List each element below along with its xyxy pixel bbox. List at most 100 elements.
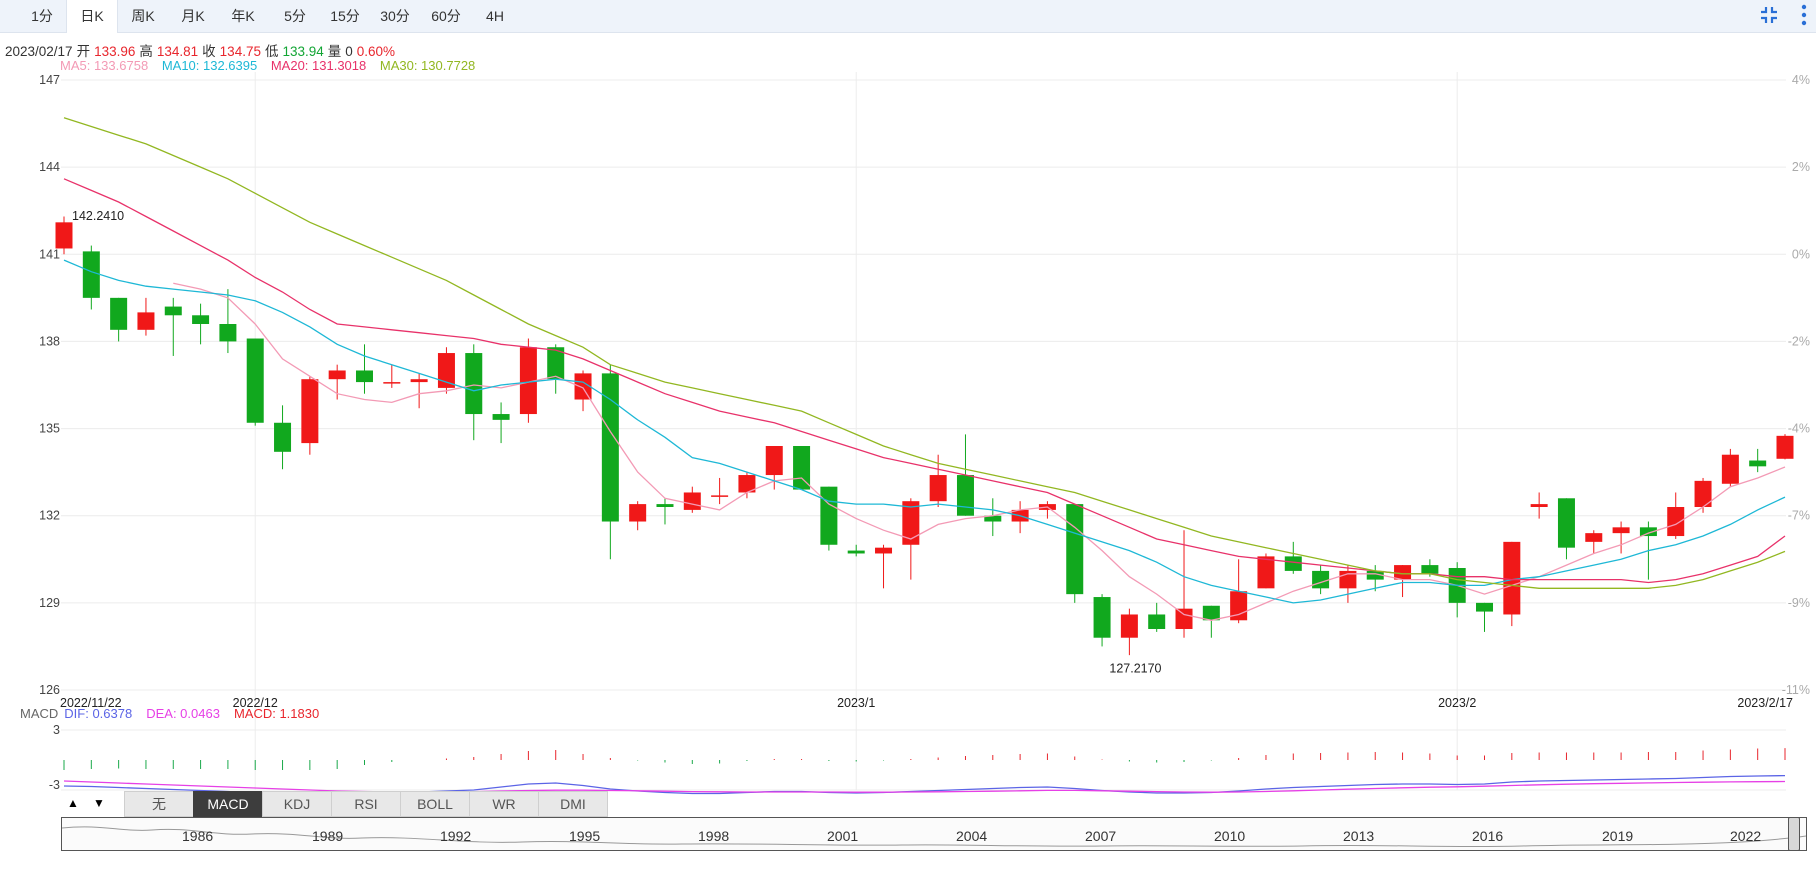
candle-body: [355, 370, 373, 383]
candle-body: [629, 504, 647, 522]
candle-body: [1093, 597, 1111, 638]
indicator-tab-kdj[interactable]: KDJ: [262, 791, 332, 817]
y-tick-label: 132: [39, 509, 60, 523]
tab-weekly-k[interactable]: 周K: [131, 8, 155, 24]
macd-y-tick: 3: [53, 723, 60, 737]
navigator-sparkline: [62, 826, 1806, 848]
nav-year-1998: 1998: [698, 828, 730, 844]
candle-body: [219, 324, 237, 342]
y-tick-label: 138: [39, 334, 60, 348]
indicator-tab-none[interactable]: 无: [124, 791, 194, 817]
candle-body: [1503, 541, 1521, 615]
pct-tick-label: -2%: [1788, 334, 1810, 348]
candle-body: [164, 306, 182, 316]
macd-legend: MACD DIF: 0.6378 DEA: 0.0463 MACD: 1.1830: [20, 706, 333, 721]
tab-monthly-k[interactable]: 月K: [181, 8, 205, 24]
indicator-tab-rsi[interactable]: RSI: [331, 791, 401, 817]
pct-tick-label: -11%: [1782, 683, 1810, 697]
ohlc-info-line: 2023/02/17 开 133.96 高 134.81 收 134.75 低 133.94 量 0…: [5, 40, 399, 60]
y-tick-label: 144: [39, 160, 60, 174]
pct-tick-label: 2%: [1792, 160, 1810, 174]
candle-body: [1476, 602, 1494, 612]
x-tick-label: 2022/12: [233, 696, 278, 710]
dea-legend: DEA: 0.0463: [146, 706, 220, 721]
candle-body: [1749, 460, 1767, 467]
tab-4h[interactable]: 4H: [486, 8, 504, 24]
candle-body: [1312, 570, 1330, 589]
candle-body: [1612, 527, 1630, 534]
x-tick-label: 2023/2: [1438, 696, 1476, 710]
ma5-line: [173, 282, 1786, 621]
tab-1min[interactable]: 1分: [31, 8, 53, 24]
tab-daily-k[interactable]: 日K: [66, 0, 118, 33]
tab-yearly-k[interactable]: 年K: [231, 8, 255, 24]
nav-year-2007: 2007: [1085, 828, 1117, 844]
y-tick-label: 129: [39, 596, 60, 610]
nav-year-2010: 2010: [1214, 828, 1246, 844]
candle-body: [437, 353, 455, 388]
shrink-icon[interactable]: [1758, 4, 1780, 26]
x-tick-label: 2023/2/17: [1737, 696, 1793, 710]
pct-tick-label: 4%: [1792, 73, 1810, 87]
nav-year-1995: 1995: [569, 828, 601, 844]
indicator-tab-macd[interactable]: MACD: [193, 791, 263, 817]
candle-body: [55, 222, 73, 249]
candle-body: [1585, 533, 1603, 542]
y-tick-label: 147: [39, 73, 60, 87]
ma10-line: [63, 259, 1786, 604]
pct-tick-label: -7%: [1788, 509, 1810, 523]
candle-body: [1557, 498, 1575, 548]
candle-body: [301, 379, 319, 444]
info-low-label: 低: [264, 44, 279, 59]
ma-legend: MA5: 133.6758 MA10: 132.6395 MA20: 131.3…: [60, 58, 485, 73]
navigator-handle[interactable]: [1788, 817, 1800, 851]
x-tick-label: 2023/1: [837, 696, 875, 710]
candle-body: [137, 312, 155, 330]
arrow-up-icon[interactable]: ▲: [67, 796, 79, 810]
candle-body: [683, 492, 701, 510]
nav-year-1986: 1986: [182, 828, 214, 844]
candle-body: [929, 475, 947, 502]
candle-body: [820, 486, 838, 545]
candle-body: [847, 550, 865, 554]
candle-body: [82, 251, 100, 298]
y-tick-label: 126: [39, 683, 60, 697]
nav-year-1989: 1989: [312, 828, 344, 844]
candle-body: [1366, 570, 1384, 580]
candle-body: [1639, 527, 1657, 537]
info-volume-label: 量: [327, 44, 342, 59]
more-vertical-icon[interactable]: [1798, 2, 1810, 28]
tab-15min[interactable]: 15分: [330, 8, 360, 24]
candle-body: [1721, 454, 1739, 484]
arrow-down-icon[interactable]: ▼: [93, 796, 105, 810]
ma10-legend: MA10: 132.6395: [161, 58, 258, 73]
nav-year-1992: 1992: [440, 828, 472, 844]
indicator-tab-boll[interactable]: BOLL: [400, 791, 470, 817]
info-low: 133.94: [282, 44, 324, 59]
macd-title: MACD: [20, 706, 59, 721]
candle-body: [465, 353, 483, 415]
tab-60min[interactable]: 60分: [431, 8, 461, 24]
candle-body: [1530, 504, 1548, 507]
indicator-tab-wr[interactable]: WR: [469, 791, 539, 817]
ma5-legend: MA5: 133.6758: [60, 58, 149, 73]
candle-body: [875, 547, 893, 554]
candle-body: [956, 475, 974, 516]
candle-body: [274, 422, 292, 452]
candle-body: [656, 504, 674, 507]
period-tab-bar: 1分 日K 周K 月K 年K 5分 15分 30分 60分 4H: [0, 0, 1816, 33]
candle-body: [1284, 556, 1302, 571]
candle-body: [547, 347, 565, 380]
candle-body: [110, 297, 128, 330]
pct-tick-label: 0%: [1792, 247, 1810, 261]
candle-body: [601, 373, 619, 522]
pct-tick-label: -4%: [1788, 422, 1810, 436]
indicator-tab-dmi[interactable]: DMI: [538, 791, 608, 817]
tab-5min[interactable]: 5分: [284, 8, 306, 24]
candle-body: [1776, 435, 1794, 459]
candle-body: [383, 382, 401, 384]
range-navigator[interactable]: 1986 1989 1992 1995 1998 2001 2004 2007 …: [61, 817, 1807, 851]
ma20-line: [63, 178, 1786, 584]
tab-30min[interactable]: 30分: [380, 8, 410, 24]
